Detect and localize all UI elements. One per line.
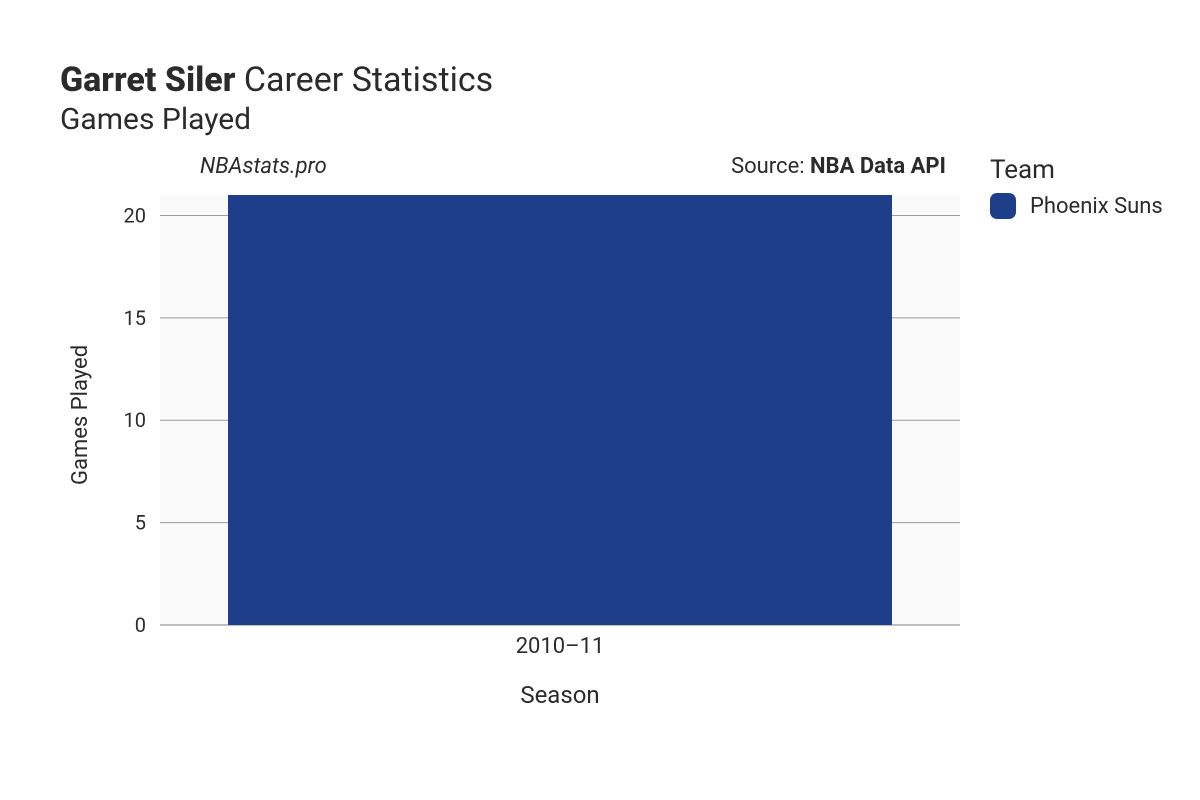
bar — [228, 195, 892, 625]
plot-wrap: NBAstats.pro Source: NBA Data API 0 5 10 15 20… — [60, 145, 960, 669]
y-tick-label: 15 — [124, 306, 146, 330]
title-rest-span: Career Statistics — [235, 60, 493, 100]
plot-svg: NBAstats.pro Source: NBA Data API 0 5 10 15 20… — [60, 145, 960, 665]
legend-title: Team — [990, 155, 1163, 185]
title-bold-span: Garret Siler — [60, 60, 235, 100]
title-block: Garret Siler Career Statistics Games Pla… — [60, 60, 1160, 137]
y-tick-label: 20 — [124, 203, 146, 227]
y-axis-title: Games Played — [68, 345, 93, 485]
watermark-text: NBAstats.pro — [200, 154, 327, 179]
y-tick-label: 5 — [135, 511, 146, 535]
legend-swatch — [990, 193, 1016, 219]
y-tick-label: 10 — [124, 408, 146, 432]
legend-item: Phoenix Suns — [990, 193, 1163, 219]
x-tick-label: 2010–11 — [516, 634, 605, 659]
chart-subtitle: Games Played — [60, 102, 1160, 137]
x-axis-title: Season — [60, 681, 960, 709]
legend-item-label: Phoenix Suns — [1030, 194, 1163, 219]
chart-column: NBAstats.pro Source: NBA Data API 0 5 10 15 20… — [60, 145, 960, 709]
legend: Team Phoenix Suns — [990, 155, 1163, 219]
chart-container: Garret Siler Career Statistics Games Pla… — [0, 0, 1200, 800]
y-tick-label: 0 — [135, 613, 146, 637]
chart-row: NBAstats.pro Source: NBA Data API 0 5 10 15 20… — [60, 145, 1160, 709]
chart-title: Garret Siler Career Statistics — [60, 60, 1160, 100]
source-text: Source: NBA Data API — [731, 154, 946, 179]
legend-items: Phoenix Suns — [990, 193, 1163, 219]
